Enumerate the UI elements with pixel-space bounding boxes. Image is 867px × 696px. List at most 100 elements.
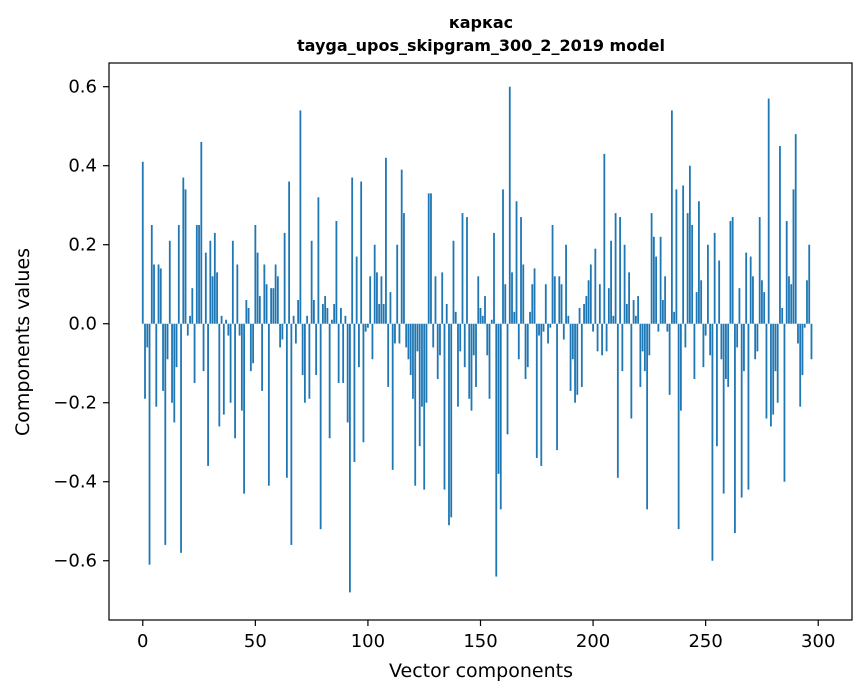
bar: [504, 284, 507, 324]
bar: [729, 221, 732, 324]
bar: [452, 240, 455, 324]
bar: [734, 323, 736, 534]
bar: [533, 268, 536, 324]
bar: [562, 323, 565, 340]
bar: [808, 244, 811, 324]
bar: [578, 307, 581, 324]
bar: [538, 323, 540, 336]
bar: [380, 276, 383, 324]
bar: [495, 323, 498, 577]
x-tick-label: 0: [137, 631, 148, 652]
bar: [274, 264, 277, 324]
bar: [340, 307, 342, 324]
bar: [461, 213, 464, 324]
bar: [258, 296, 261, 324]
bar: [585, 296, 588, 324]
bar: [607, 288, 610, 324]
bar: [283, 232, 286, 324]
bar: [529, 311, 531, 324]
bar: [493, 232, 495, 324]
bar: [745, 252, 748, 324]
bar: [565, 244, 567, 324]
bar: [684, 323, 687, 348]
bar: [166, 323, 169, 360]
bar: [427, 193, 430, 324]
bar: [643, 323, 646, 372]
bar: [308, 323, 311, 399]
x-tick-label: 50: [244, 631, 267, 652]
bar: [661, 300, 664, 324]
bar: [639, 323, 642, 387]
bar: [276, 276, 279, 324]
bar: [481, 315, 484, 324]
bar: [351, 177, 354, 324]
bar: [470, 323, 473, 411]
bar: [382, 303, 385, 324]
bar: [195, 224, 198, 324]
bar: [209, 240, 212, 324]
bar: [445, 303, 448, 324]
bar: [727, 323, 730, 387]
bar: [222, 323, 225, 415]
bar: [549, 323, 552, 328]
bar: [799, 323, 802, 407]
bar: [713, 232, 716, 324]
bar: [612, 315, 615, 324]
bar: [499, 323, 502, 510]
bar: [596, 323, 599, 352]
bar: [806, 280, 808, 324]
bar: [531, 284, 534, 324]
bar: [324, 296, 327, 324]
bar: [720, 323, 723, 360]
plot-frame: [108, 62, 853, 621]
bar: [326, 307, 329, 324]
y-tick-label: 0.2: [68, 235, 97, 256]
bar: [484, 296, 486, 324]
bar: [781, 307, 784, 324]
bar: [468, 323, 471, 399]
y-tick-label: 0.0: [68, 314, 97, 335]
bar: [141, 161, 144, 324]
bar: [738, 288, 741, 324]
bar: [238, 323, 241, 336]
bar: [247, 307, 250, 324]
bar: [716, 323, 718, 447]
bar: [765, 323, 768, 419]
bar: [664, 276, 667, 324]
bar: [522, 264, 525, 324]
y-tick-label: −0.4: [53, 472, 97, 493]
bar: [770, 323, 772, 427]
bar: [335, 221, 338, 324]
bar: [788, 276, 790, 324]
bar: [688, 165, 691, 324]
bar: [425, 323, 428, 403]
bar: [475, 323, 477, 387]
bar: [387, 323, 390, 387]
bar: [184, 189, 187, 324]
bar: [695, 292, 698, 324]
bar: [243, 323, 245, 494]
bar: [698, 201, 700, 324]
bar: [488, 323, 491, 399]
bar: [312, 300, 315, 324]
bar: [168, 240, 171, 324]
bar: [544, 284, 547, 324]
x-axis-label: Vector components: [389, 660, 573, 682]
bar: [702, 323, 705, 368]
bar: [551, 224, 554, 324]
bar: [342, 323, 345, 383]
bar: [749, 256, 752, 324]
bars-layer: [141, 86, 813, 593]
bar: [182, 177, 185, 324]
bar: [801, 323, 804, 376]
bar: [628, 272, 630, 324]
bar: [144, 323, 146, 399]
bar: [200, 142, 203, 324]
bar: [439, 323, 441, 356]
bar: [567, 315, 570, 324]
bar: [294, 323, 297, 344]
bar: [754, 323, 757, 360]
bar: [261, 323, 263, 391]
bar: [650, 213, 653, 324]
bar: [580, 323, 583, 387]
